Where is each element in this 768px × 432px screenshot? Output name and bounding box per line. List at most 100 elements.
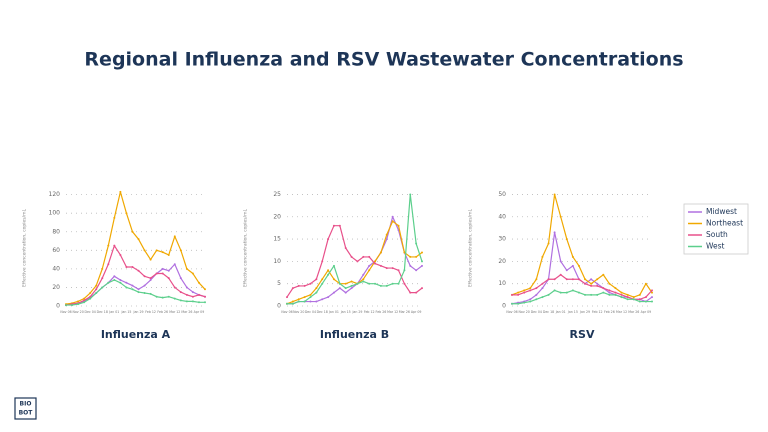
x-tick-label: Apr 09 <box>641 310 652 314</box>
legend-label: West <box>706 242 724 251</box>
data-point <box>71 304 74 307</box>
data-point <box>511 293 513 296</box>
data-point <box>415 242 418 245</box>
data-point <box>565 269 568 272</box>
data-point <box>338 287 341 290</box>
data-point <box>350 280 353 283</box>
data-point <box>385 238 388 241</box>
data-point <box>620 291 623 294</box>
x-tick-label: Mar 12 <box>169 310 180 314</box>
data-point <box>197 301 200 304</box>
data-point <box>632 298 635 301</box>
data-point <box>356 282 359 285</box>
data-point <box>356 260 359 263</box>
data-point <box>374 282 377 285</box>
data-point <box>332 264 335 267</box>
data-point <box>397 282 400 285</box>
data-point <box>368 282 371 285</box>
data-point <box>107 281 110 284</box>
data-point <box>632 296 635 299</box>
data-point <box>559 273 562 276</box>
data-point <box>131 230 134 233</box>
data-point <box>327 273 330 276</box>
data-point <box>113 279 116 282</box>
data-point <box>107 244 110 247</box>
data-point <box>547 278 550 281</box>
x-tick-label: Mar 26 <box>181 310 192 314</box>
data-point <box>143 275 146 278</box>
data-point <box>185 293 188 296</box>
data-point <box>529 298 532 301</box>
data-point <box>149 277 152 280</box>
data-point <box>596 282 599 285</box>
data-point <box>421 287 423 290</box>
data-point <box>385 284 388 287</box>
data-point <box>577 264 580 267</box>
data-point <box>644 282 647 285</box>
data-point <box>297 284 300 287</box>
x-tick-label: Mar 12 <box>616 310 627 314</box>
y-tick-label: 80 <box>52 228 60 235</box>
data-point <box>303 296 306 299</box>
data-point <box>602 273 605 276</box>
data-point <box>350 255 353 258</box>
data-point <box>421 251 423 254</box>
data-point <box>379 251 382 254</box>
data-point <box>327 269 330 272</box>
data-point <box>204 295 206 298</box>
data-point <box>155 272 158 275</box>
x-tick-label: Jan 15 <box>120 310 131 314</box>
y-tick-label: 20 <box>498 258 506 265</box>
data-point <box>523 289 526 292</box>
data-point <box>626 296 629 299</box>
data-point <box>409 291 412 294</box>
data-point <box>620 296 623 299</box>
data-point <box>626 293 629 296</box>
x-tick-label: Feb 26 <box>157 310 168 314</box>
data-point <box>89 292 92 295</box>
data-point <box>137 288 140 291</box>
data-point <box>584 278 587 281</box>
data-point <box>161 272 164 275</box>
logo-text: BOT <box>19 410 34 417</box>
data-point <box>315 278 318 281</box>
data-point <box>89 295 92 298</box>
data-point <box>143 284 146 287</box>
data-point <box>143 249 146 252</box>
y-tick-label: 0 <box>502 303 506 310</box>
x-tick-label: Nov 20 <box>519 310 530 314</box>
data-point <box>125 286 128 289</box>
data-point <box>409 255 412 258</box>
data-point <box>415 255 418 258</box>
x-tick-label: Jan 15 <box>340 310 351 314</box>
data-point <box>167 253 170 256</box>
data-point <box>559 291 562 294</box>
data-point <box>167 277 170 280</box>
x-tick-label: Feb 12 <box>592 310 603 314</box>
data-point <box>179 277 182 280</box>
data-point <box>344 282 347 285</box>
data-point <box>89 297 92 300</box>
data-point <box>421 260 423 263</box>
data-point <box>651 289 653 292</box>
data-point <box>297 300 300 303</box>
x-tick-label: Mar 26 <box>628 310 639 314</box>
data-point <box>113 216 116 219</box>
data-point <box>197 293 200 296</box>
y-tick-label: 60 <box>52 247 60 254</box>
data-point <box>338 282 341 285</box>
data-point <box>374 260 377 263</box>
series-line <box>287 193 423 305</box>
data-point <box>327 296 330 299</box>
x-tick-label: Nov 06 <box>506 310 517 314</box>
data-point <box>517 291 520 294</box>
logo-box <box>14 397 37 420</box>
data-point <box>565 291 568 294</box>
data-point <box>541 296 544 299</box>
data-point <box>303 300 306 303</box>
x-tick-label: Jan 01 <box>328 310 339 314</box>
data-point <box>385 233 388 236</box>
data-point <box>119 281 122 284</box>
data-point <box>95 284 98 287</box>
data-point <box>608 293 611 296</box>
